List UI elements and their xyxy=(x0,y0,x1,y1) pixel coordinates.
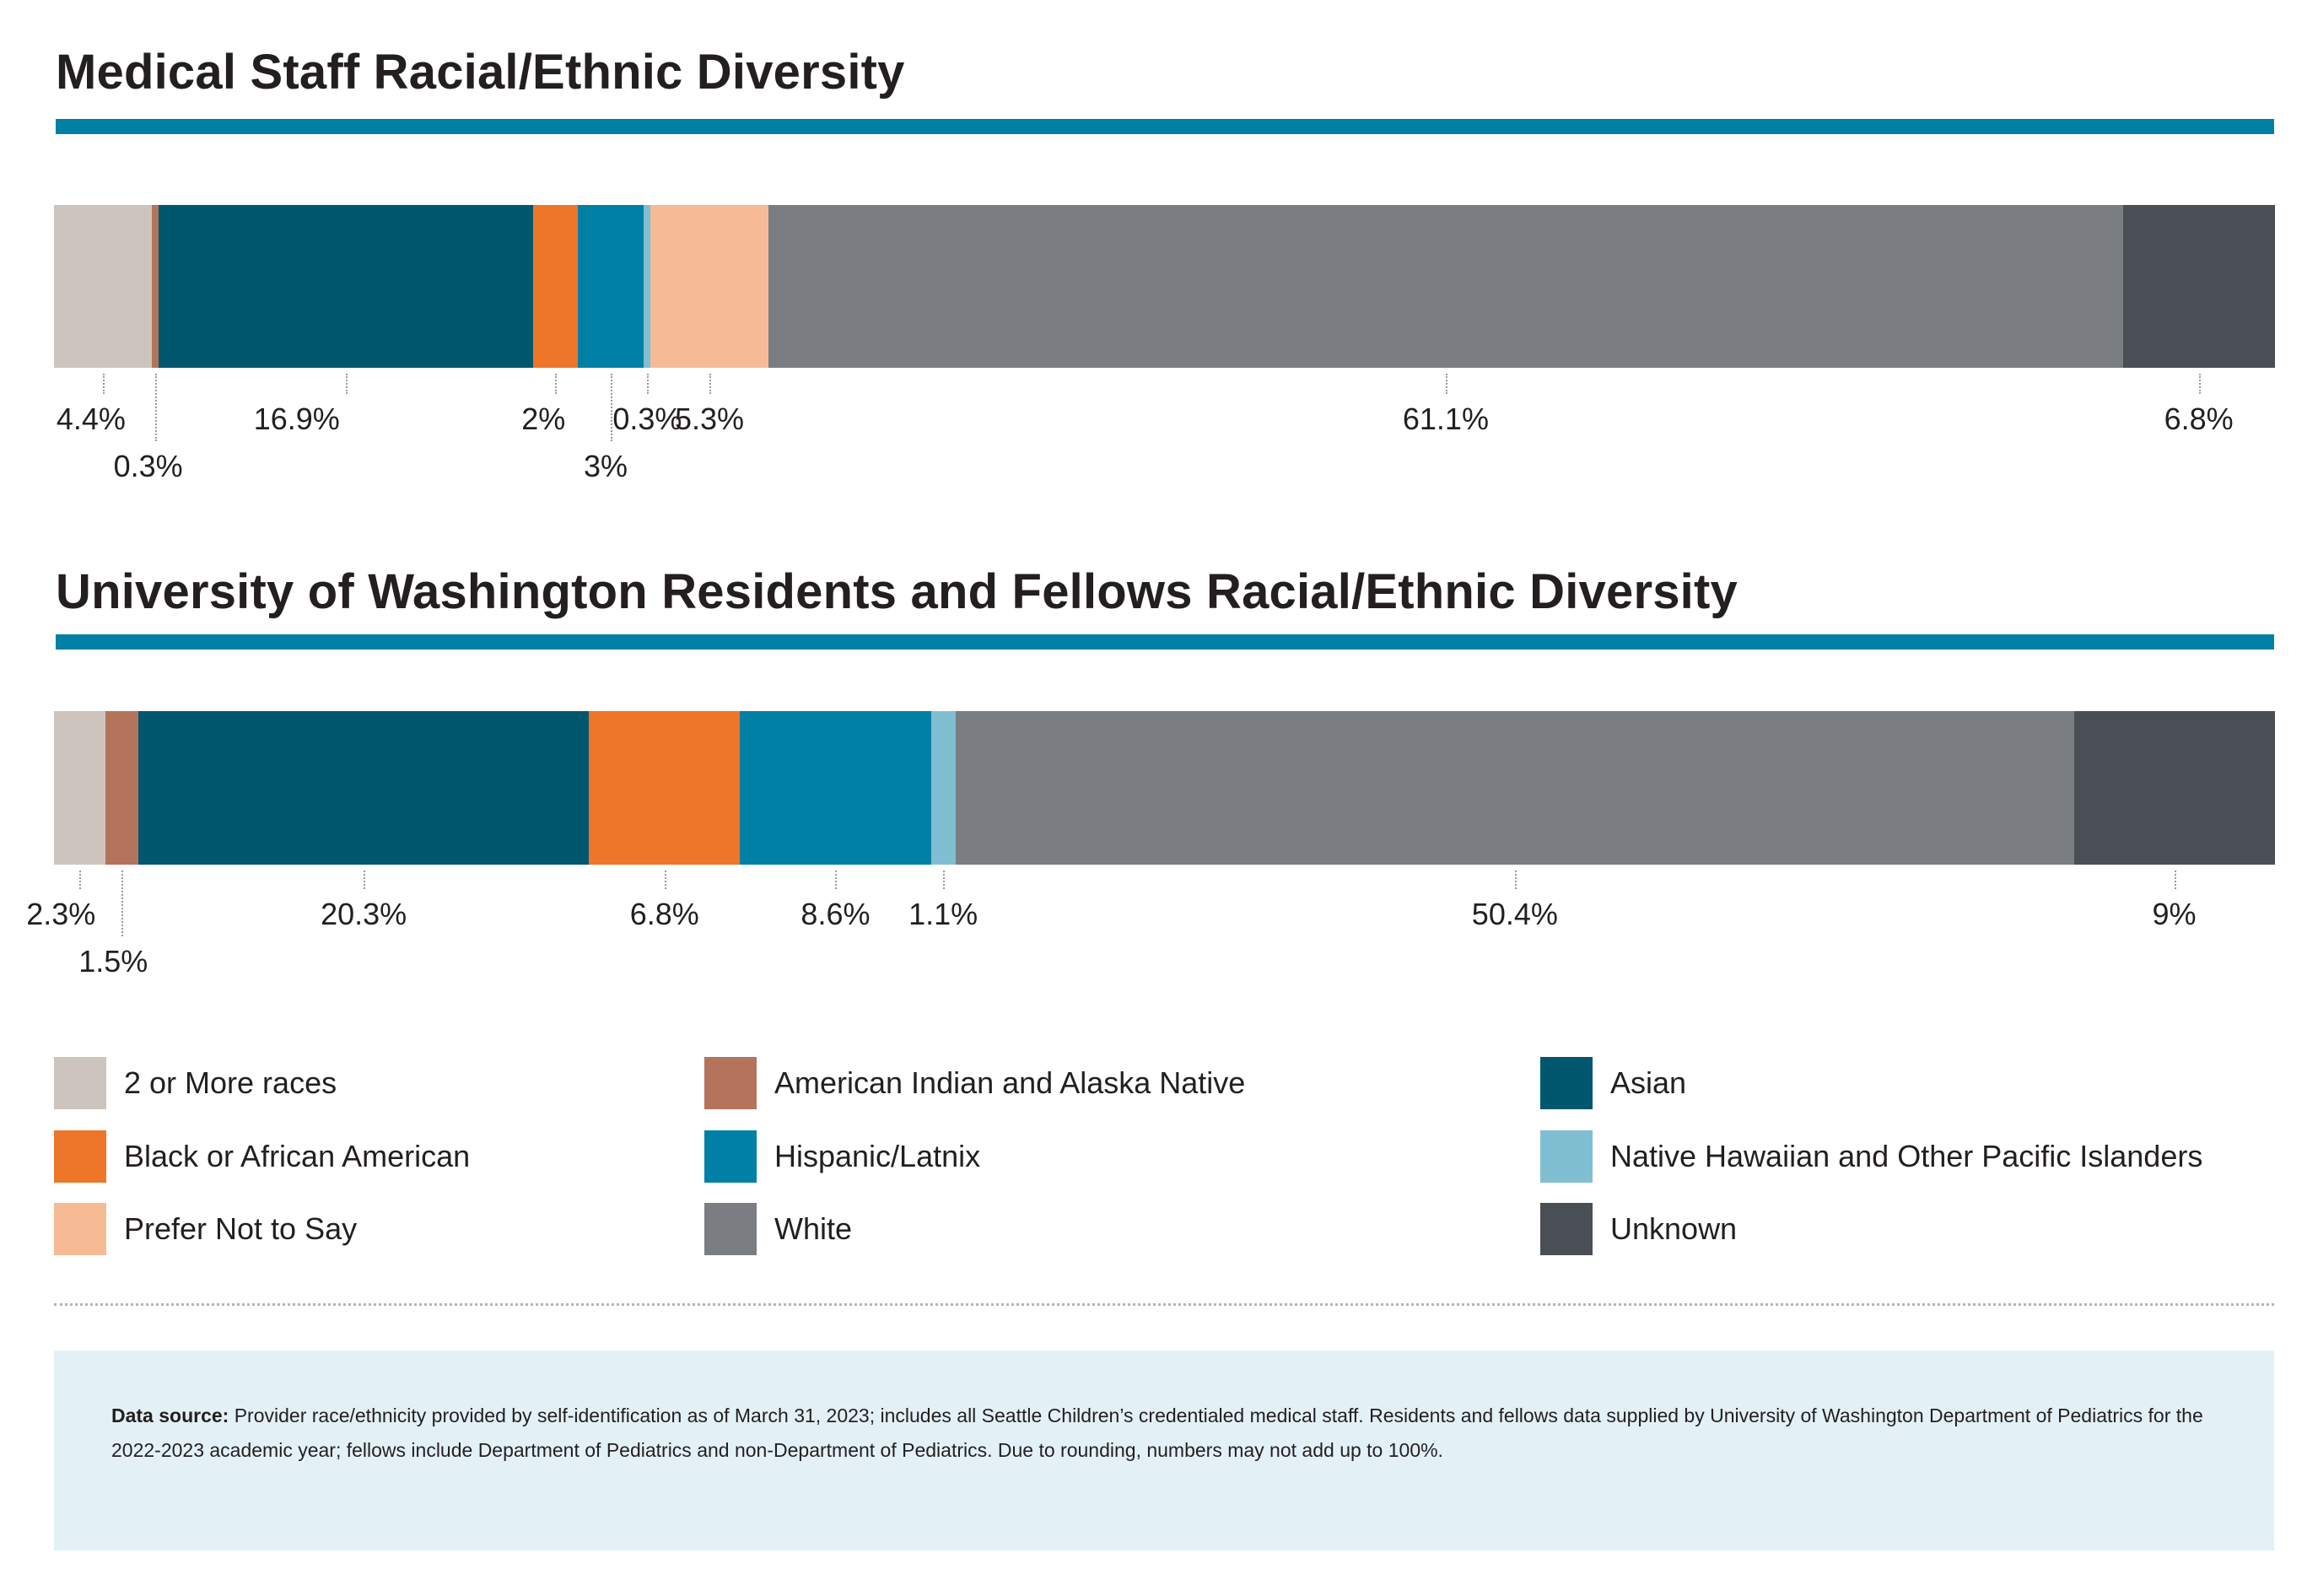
bar-segment-asian xyxy=(158,205,534,368)
legend-swatch-asian xyxy=(1540,1057,1593,1109)
label-leader-black-or-african-american xyxy=(664,871,666,889)
legend-label-hispanic-latnix: Hispanic/Latnix xyxy=(774,1139,981,1173)
data-label-american-indian-and-alaska-native: 1.5% xyxy=(78,944,148,979)
data-label-hispanic-latnix: 3% xyxy=(583,449,628,483)
data-source-body: Provider race/ethnicity provided by self… xyxy=(111,1405,2203,1461)
label-leader-american-indian-and-alaska-native xyxy=(154,374,157,441)
legend-label-2-or-more-races: 2 or More races xyxy=(124,1065,337,1100)
data-label-native-hawaiian-and-other-pacific-islanders: 1.1% xyxy=(908,897,978,931)
bar-segment-native-hawaiian-and-other-pacific-islanders xyxy=(644,205,651,368)
bar-segment-hispanic-latnix xyxy=(577,205,644,368)
legend-item-prefer-not-to-say: Prefer Not to Say xyxy=(54,1203,357,1255)
legend-item-2-or-more-races: 2 or More races xyxy=(54,1057,337,1109)
label-leader-white xyxy=(1445,374,1447,394)
data-label-asian: 20.3% xyxy=(321,897,407,931)
bar-segment-american-indian-and-alaska-native xyxy=(151,205,159,368)
chart-1-title-rule xyxy=(56,119,2274,134)
legend-swatch-hispanic-latnix xyxy=(704,1130,757,1183)
data-source-note: Data source: Provider race/ethnicity pro… xyxy=(54,1351,2274,1550)
data-label-white: 50.4% xyxy=(1471,897,1558,931)
data-label-unknown: 9% xyxy=(2152,897,2197,931)
label-leader-white xyxy=(1514,871,1517,889)
bar-segment-unknown xyxy=(2123,205,2275,368)
legend-swatch-american-indian-and-alaska-native xyxy=(704,1057,757,1109)
label-leader-2-or-more-races xyxy=(102,374,105,394)
data-label-white: 61.1% xyxy=(1402,402,1489,436)
data-label-2-or-more-races: 4.4% xyxy=(56,402,126,436)
legend-item-hispanic-latnix: Hispanic/Latnix xyxy=(704,1130,980,1183)
label-leader-american-indian-and-alaska-native xyxy=(121,871,124,936)
legend-label-white: White xyxy=(774,1211,853,1246)
label-leader-native-hawaiian-and-other-pacific-islanders xyxy=(647,374,650,394)
chart-2-stacked-bar xyxy=(54,711,2275,865)
chart-1-stacked-bar xyxy=(54,205,2275,368)
chart-2-title-rule xyxy=(56,634,2274,650)
bar-segment-white xyxy=(955,711,2075,865)
legend-label-american-indian-and-alaska-native: American Indian and Alaska Native xyxy=(774,1065,1246,1100)
legend-swatch-2-or-more-races xyxy=(54,1057,106,1109)
bar-segment-2-or-more-races xyxy=(54,711,106,865)
bar-segment-american-indian-and-alaska-native xyxy=(105,711,139,865)
label-leader-2-or-more-races xyxy=(79,871,82,889)
legend-item-asian: Asian xyxy=(1540,1057,1686,1109)
label-leader-black-or-african-american xyxy=(555,374,558,394)
bar-segment-unknown xyxy=(2074,711,2275,865)
bar-segment-native-hawaiian-and-other-pacific-islanders xyxy=(930,711,957,865)
legend-label-black-or-african-american: Black or African American xyxy=(124,1139,471,1173)
data-label-2-or-more-races: 2.3% xyxy=(26,897,96,931)
bar-segment-hispanic-latnix xyxy=(740,711,932,865)
legend-item-black-or-african-american: Black or African American xyxy=(54,1130,470,1183)
legend-swatch-unknown xyxy=(1540,1203,1593,1255)
legend: 2 or More races American Indian and Alask… xyxy=(54,1057,2281,1264)
bar-segment-asian xyxy=(138,711,590,865)
legend-item-american-indian-and-alaska-native: American Indian and Alaska Native xyxy=(704,1057,1245,1109)
label-leader-prefer-not-to-say xyxy=(709,374,711,394)
bar-segment-white xyxy=(768,205,2124,368)
legend-swatch-prefer-not-to-say xyxy=(54,1203,106,1255)
legend-label-prefer-not-to-say: Prefer Not to Say xyxy=(124,1211,358,1246)
legend-item-white: White xyxy=(704,1203,852,1255)
legend-label-unknown: Unknown xyxy=(1610,1211,1738,1246)
label-leader-hispanic-latnix xyxy=(835,871,838,889)
data-label-native-hawaiian-and-other-pacific-islanders: 0.3% xyxy=(612,402,682,436)
legend-item-unknown: Unknown xyxy=(1540,1203,1737,1255)
chart-2-title: University of Washington Residents and F… xyxy=(56,564,1738,619)
label-leader-asian xyxy=(345,374,348,394)
bar-segment-prefer-not-to-say xyxy=(650,205,769,368)
data-label-black-or-african-american: 2% xyxy=(521,402,566,436)
bar-segment-2-or-more-races xyxy=(54,205,153,368)
label-leader-hispanic-latnix xyxy=(610,374,612,441)
data-label-black-or-african-american: 6.8% xyxy=(629,897,699,931)
label-leader-unknown xyxy=(2198,374,2201,394)
legend-swatch-white xyxy=(704,1203,757,1255)
divider xyxy=(54,1303,2274,1306)
data-label-unknown: 6.8% xyxy=(2164,402,2234,436)
label-leader-asian xyxy=(364,871,366,889)
legend-label-asian: Asian xyxy=(1610,1065,1687,1100)
data-source-text: Data source: Provider race/ethnicity pro… xyxy=(111,1399,2217,1468)
legend-label-native-hawaiian-and-other-pacific-islanders: Native Hawaiian and Other Pacific Island… xyxy=(1610,1139,2203,1173)
bar-segment-black-or-african-american xyxy=(532,205,579,368)
data-label-american-indian-and-alaska-native: 0.3% xyxy=(113,449,183,483)
legend-item-native-hawaiian-and-other-pacific-islanders: Native Hawaiian and Other Pacific Island… xyxy=(1540,1130,2202,1183)
legend-swatch-native-hawaiian-and-other-pacific-islanders xyxy=(1540,1130,1593,1183)
data-label-prefer-not-to-say: 5.3% xyxy=(674,402,744,436)
chart-1-title: Medical Staff Racial/Ethnic Diversity xyxy=(56,45,905,100)
data-source-label: Data source: xyxy=(111,1405,229,1426)
legend-swatch-black-or-african-american xyxy=(54,1130,106,1183)
label-leader-unknown xyxy=(2174,871,2176,889)
data-label-asian: 16.9% xyxy=(253,402,340,436)
label-leader-native-hawaiian-and-other-pacific-islanders xyxy=(943,871,946,889)
data-label-hispanic-latnix: 8.6% xyxy=(801,897,871,931)
bar-segment-black-or-african-american xyxy=(589,711,741,865)
